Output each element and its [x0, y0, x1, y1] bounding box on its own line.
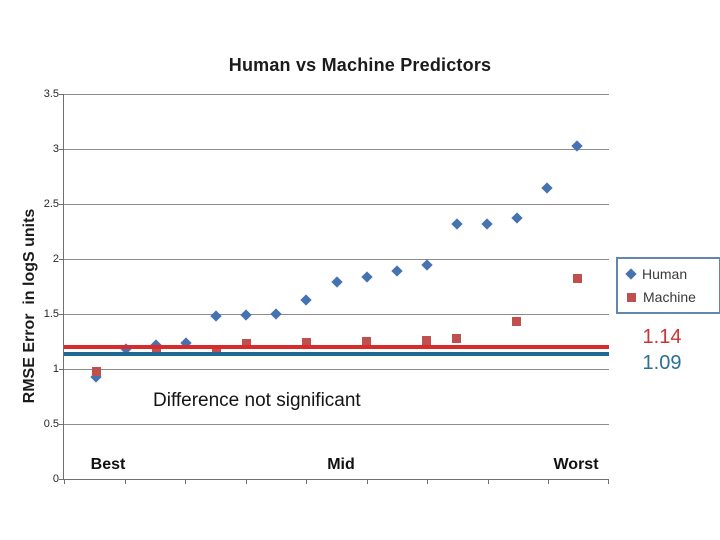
chart-title: Human vs Machine Predictors	[228, 55, 492, 75]
y-axis-tick	[59, 423, 64, 425]
human-data-point	[330, 276, 343, 288]
machine-square-icon	[627, 292, 636, 302]
legend-label-machine: Machine	[643, 289, 696, 306]
human-data-point	[511, 212, 523, 224]
human-data-point	[571, 140, 583, 152]
legend: Human Machine	[616, 257, 720, 314]
gridline	[64, 148, 609, 150]
y-axis-tick-label: 1	[52, 363, 59, 375]
x-axis-tick	[185, 479, 187, 484]
gridline	[64, 423, 609, 425]
machine-data-point	[512, 317, 522, 327]
x-axis-tick	[548, 479, 550, 484]
human-data-point	[390, 265, 403, 277]
y-axis-tick	[59, 478, 64, 480]
x-category-label-worst: Worst	[553, 456, 599, 473]
y-axis-tick-label: 2.5	[43, 198, 59, 210]
machine-data-point	[91, 366, 101, 376]
x-category-label-mid: Mid	[327, 456, 355, 473]
y-axis-tick-label: 1.5	[43, 308, 59, 320]
x-axis-tick	[487, 479, 489, 484]
gridline	[64, 258, 609, 260]
y-axis-tick	[59, 258, 64, 260]
machine-data-point	[151, 346, 161, 356]
y-axis-tick	[59, 93, 64, 95]
human-data-point	[270, 308, 283, 320]
x-axis-tick	[427, 479, 429, 484]
gridline	[64, 203, 609, 205]
annotation-text: Difference not significant	[153, 390, 361, 411]
gridline	[64, 93, 609, 95]
human-mean-value: 1.09	[642, 352, 682, 374]
x-axis-tick	[366, 479, 368, 484]
human-data-point	[421, 258, 433, 271]
x-category-label-best: Best	[90, 456, 126, 473]
y-axis-tick-label: 0	[52, 473, 59, 485]
human-data-point	[360, 270, 373, 283]
y-axis-tick-label: 2	[52, 253, 59, 265]
human-diamond-icon	[625, 267, 637, 280]
machine-data-point	[422, 335, 432, 345]
machine-data-point	[211, 346, 221, 356]
y-axis-tick	[59, 203, 64, 205]
y-axis-tick-label: 0.5	[43, 418, 59, 430]
legend-item-human: Human	[625, 265, 719, 283]
human-data-point	[541, 181, 553, 194]
machine-mean-value: 1.14	[642, 326, 682, 348]
machine-data-point	[452, 333, 462, 343]
human-mean-line	[64, 352, 609, 357]
human-data-point	[300, 294, 313, 306]
x-axis-tick	[64, 479, 65, 484]
mean-value-callouts: 1.14 1.09	[612, 324, 712, 376]
y-axis-tick-label: 3	[52, 143, 59, 155]
machine-mean-line	[64, 345, 609, 349]
human-data-point	[210, 310, 222, 322]
human-data-point	[451, 218, 463, 230]
gridline	[64, 368, 609, 370]
y-axis-tick-label: 3.5	[43, 88, 59, 100]
x-axis-tick	[306, 479, 308, 484]
y-axis-tick	[59, 148, 64, 150]
gridline	[64, 313, 609, 315]
legend-item-machine: Machine	[627, 288, 719, 306]
legend-label-human: Human	[642, 265, 688, 282]
y-axis-tick	[59, 313, 64, 315]
plot-area: Best Mid Worst 0 0.5 1 1.5 2 2.5 3 3.5	[44, 88, 609, 485]
y-axis-tick	[59, 368, 64, 370]
machine-data-point	[572, 274, 582, 284]
x-axis-tick	[124, 479, 126, 484]
human-data-point	[481, 218, 493, 230]
x-axis-tick	[245, 479, 247, 484]
x-axis-tick	[608, 479, 609, 484]
machine-data-point	[241, 339, 251, 349]
machine-data-point	[362, 337, 372, 346]
machine-data-point	[301, 338, 311, 348]
human-data-point	[240, 309, 252, 321]
